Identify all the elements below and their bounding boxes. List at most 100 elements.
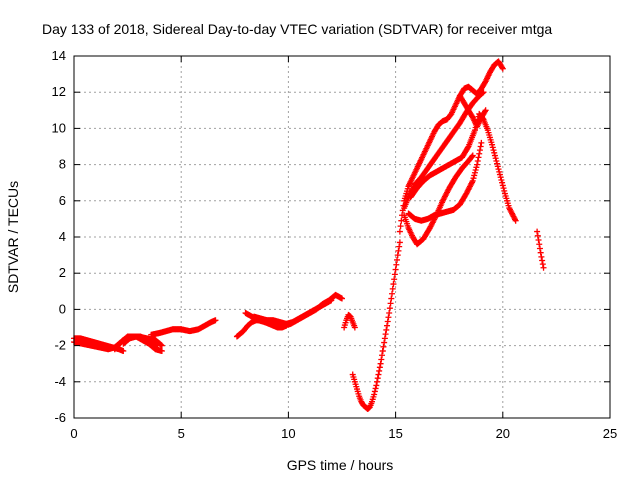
data-point-769 (376, 367, 383, 374)
data-point-765 (373, 382, 380, 389)
x-axis-label: GPS time / hours (287, 457, 394, 473)
data-point-768 (375, 371, 382, 378)
data-point-1245 (470, 175, 477, 182)
data-point-781 (384, 322, 391, 329)
series-segment-14 (405, 139, 485, 224)
series-segment-7 (251, 297, 335, 327)
data-point-1247 (471, 169, 478, 176)
y-tick-label-7: 8 (59, 157, 66, 172)
data-point-1255 (477, 143, 484, 150)
data-point-1382 (496, 171, 503, 178)
data-point-790 (390, 281, 397, 288)
y-tick-label-2: -2 (54, 338, 66, 353)
data-point-795 (394, 256, 401, 263)
data-point-1371 (489, 141, 496, 148)
data-point-1347 (471, 127, 478, 134)
data-point-1445 (536, 241, 543, 248)
data-point-780 (383, 326, 390, 333)
data-point-1449 (539, 257, 546, 264)
data-point-775 (379, 348, 386, 355)
series-segment-16 (456, 92, 489, 130)
data-point-789 (389, 285, 396, 292)
data-point-794 (393, 261, 400, 268)
x-tick-label-1: 5 (178, 426, 185, 441)
y-tick-label-5: 4 (59, 229, 66, 244)
grid-lines (74, 56, 610, 418)
data-point-944 (499, 65, 506, 72)
series-segment-10 (379, 239, 403, 355)
data-point-763 (371, 388, 378, 395)
data-point-715 (328, 297, 335, 304)
series-segment-17 (534, 228, 547, 271)
series-segment-9 (349, 348, 386, 412)
data-point-772 (378, 356, 385, 363)
data-point-309 (154, 342, 161, 349)
data-point-1248 (472, 167, 479, 174)
data-point-766 (374, 378, 381, 385)
data-point-1441 (482, 107, 489, 114)
series-segment-4 (148, 317, 219, 338)
data-point-1153 (469, 152, 476, 159)
y-tick-label-4: 2 (59, 265, 66, 280)
data-point-1383 (497, 174, 504, 181)
data-point-785 (386, 305, 393, 312)
x-tick-label-3: 15 (388, 426, 402, 441)
x-tick-label-4: 20 (496, 426, 510, 441)
y-tick-label-0: -6 (54, 410, 66, 425)
axis-ticks: 0 5 10 15 20 25 -6 -4 -2 0 2 4 6 8 10 12 14 (52, 48, 618, 441)
data-point-802 (398, 217, 405, 224)
data-point-788 (389, 290, 396, 297)
data-point-767 (374, 375, 381, 382)
data-point-1387 (500, 185, 507, 192)
data-point-1404 (512, 217, 519, 224)
data-point-1251 (474, 157, 481, 164)
data-point-1442 (534, 228, 541, 235)
data-point-1374 (491, 149, 498, 156)
data-points (71, 58, 547, 412)
data-point-791 (391, 276, 398, 283)
data-point-799 (396, 239, 403, 246)
data-point-943 (499, 64, 506, 71)
data-point-798 (396, 243, 403, 250)
data-point-1380 (495, 166, 502, 173)
data-point-796 (394, 252, 401, 259)
data-point-782 (384, 318, 391, 325)
data-point-783 (385, 314, 392, 321)
series-segment-13 (401, 152, 476, 248)
data-point-1378 (494, 160, 501, 167)
y-tick-label-9: 12 (52, 84, 66, 99)
data-point-1377 (493, 157, 500, 164)
data-point-1450 (539, 261, 546, 268)
x-tick-label-5: 25 (603, 426, 617, 441)
data-point-1386 (499, 182, 506, 189)
data-point-69 (120, 348, 127, 355)
data-point-1373 (490, 147, 497, 154)
x-tick-label-2: 10 (281, 426, 295, 441)
y-tick-label-6: 6 (59, 193, 66, 208)
data-point-1385 (499, 179, 506, 186)
data-point-1447 (537, 249, 544, 256)
data-point-1337 (464, 144, 471, 151)
data-point-1451 (540, 264, 547, 271)
data-point-1443 (534, 232, 541, 239)
data-point-1056 (480, 89, 487, 96)
data-point-260 (158, 348, 165, 355)
data-point-1244 (469, 177, 476, 184)
data-point-1249 (473, 164, 480, 171)
data-point-1375 (491, 152, 498, 159)
data-point-1253 (476, 150, 483, 157)
data-point-787 (388, 295, 395, 302)
data-point-1376 (492, 155, 499, 162)
series-segment-3 (120, 333, 161, 349)
x-tick-label-0: 0 (70, 426, 77, 441)
data-point-801 (397, 223, 404, 230)
data-point-762 (371, 391, 378, 398)
data-point-1379 (494, 163, 501, 170)
data-point-793 (392, 266, 399, 273)
data-point-771 (377, 360, 384, 367)
data-point-800 (396, 228, 403, 235)
data-point-1254 (476, 147, 483, 154)
data-point-778 (381, 335, 388, 342)
data-point-1388 (501, 187, 508, 194)
